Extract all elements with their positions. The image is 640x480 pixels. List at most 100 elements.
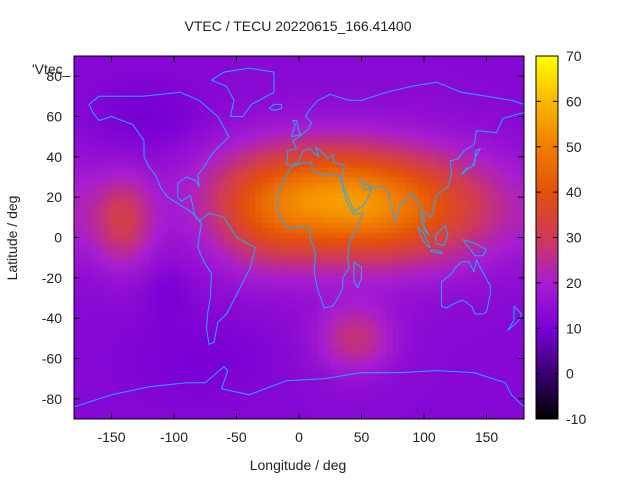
heatmap-cell bbox=[299, 388, 306, 395]
heatmap-cell bbox=[267, 252, 275, 259]
heatmap-cell bbox=[474, 262, 481, 269]
heatmap-cell bbox=[299, 71, 306, 77]
heatmap-cell bbox=[499, 328, 506, 334]
heatmap-cell bbox=[430, 222, 438, 229]
heatmap-cell bbox=[474, 287, 481, 294]
heatmap-cell bbox=[86, 217, 94, 223]
heatmap-cell bbox=[380, 111, 388, 118]
heatmap-cell bbox=[117, 303, 125, 309]
heatmap-cell bbox=[249, 227, 256, 234]
heatmap-cell bbox=[224, 252, 231, 259]
heatmap-cell bbox=[224, 363, 231, 370]
heatmap-cell bbox=[86, 328, 94, 334]
heatmap-cell bbox=[199, 232, 206, 239]
heatmap-cell bbox=[430, 177, 438, 183]
heatmap-cell bbox=[217, 187, 225, 193]
heatmap-cell bbox=[442, 146, 450, 153]
heatmap-cell bbox=[274, 323, 281, 329]
heatmap-cell bbox=[492, 126, 500, 133]
heatmap-cell bbox=[199, 146, 206, 153]
heatmap-cell bbox=[124, 91, 131, 97]
heatmap-cell bbox=[499, 66, 506, 72]
heatmap-cell bbox=[274, 313, 281, 319]
heatmap-cell bbox=[111, 242, 119, 249]
heatmap-cell bbox=[80, 161, 88, 168]
heatmap-cell bbox=[174, 146, 181, 153]
heatmap-cell bbox=[117, 101, 125, 108]
heatmap-cell bbox=[105, 373, 113, 380]
heatmap-cell bbox=[392, 313, 400, 319]
heatmap-cell bbox=[92, 338, 100, 344]
heatmap-cell bbox=[211, 217, 219, 223]
heatmap-cell bbox=[192, 146, 200, 153]
heatmap-cell bbox=[430, 398, 438, 405]
heatmap-cell bbox=[111, 171, 119, 178]
heatmap-cell bbox=[230, 413, 238, 419]
heatmap-cell bbox=[111, 192, 119, 198]
heatmap-cell bbox=[74, 222, 81, 229]
heatmap-cell bbox=[117, 151, 125, 158]
heatmap-cell bbox=[305, 166, 313, 173]
heatmap-cell bbox=[74, 328, 81, 334]
heatmap-cell bbox=[274, 358, 281, 365]
heatmap-cell bbox=[424, 126, 431, 133]
heatmap-cell bbox=[430, 343, 438, 350]
heatmap-cell bbox=[230, 156, 238, 163]
heatmap-cell bbox=[461, 282, 469, 289]
heatmap-cell bbox=[280, 61, 288, 67]
heatmap-cell bbox=[411, 247, 419, 254]
heatmap-cell bbox=[230, 398, 238, 405]
heatmap-cell bbox=[186, 333, 194, 339]
heatmap-cell bbox=[211, 207, 219, 213]
heatmap-cell bbox=[255, 298, 263, 304]
heatmap-cell bbox=[180, 298, 188, 304]
heatmap-cell bbox=[224, 197, 231, 203]
heatmap-cell bbox=[449, 282, 456, 289]
heatmap-cell bbox=[255, 86, 263, 92]
heatmap-cell bbox=[505, 403, 513, 410]
heatmap-cell bbox=[180, 111, 188, 118]
heatmap-cell bbox=[392, 86, 400, 92]
heatmap-cell bbox=[192, 373, 200, 380]
heatmap-cell bbox=[449, 177, 456, 183]
heatmap-cell bbox=[305, 202, 313, 208]
heatmap-cell bbox=[392, 151, 400, 158]
heatmap-cell bbox=[99, 71, 106, 77]
heatmap-cell bbox=[242, 393, 250, 400]
heatmap-cell bbox=[161, 202, 169, 208]
heatmap-cell bbox=[280, 373, 288, 380]
heatmap-cell bbox=[174, 358, 181, 365]
heatmap-cell bbox=[499, 136, 506, 143]
heatmap-cell bbox=[224, 161, 231, 168]
heatmap-cell bbox=[305, 323, 313, 329]
heatmap-cell bbox=[217, 338, 225, 344]
heatmap-cell bbox=[86, 262, 94, 269]
heatmap-cell bbox=[399, 252, 406, 259]
heatmap-cell bbox=[236, 398, 244, 405]
heatmap-cell bbox=[461, 408, 469, 415]
heatmap-cell bbox=[380, 282, 388, 289]
heatmap-cell bbox=[311, 318, 319, 324]
heatmap-cell bbox=[486, 222, 494, 229]
heatmap-cell bbox=[355, 106, 363, 113]
heatmap-cell bbox=[92, 171, 100, 178]
heatmap-cell bbox=[367, 262, 375, 269]
heatmap-cell bbox=[430, 207, 438, 213]
heatmap-cell bbox=[167, 393, 175, 400]
heatmap-cell bbox=[92, 121, 100, 128]
heatmap-cell bbox=[305, 161, 313, 168]
heatmap-cell bbox=[442, 61, 450, 67]
heatmap-cell bbox=[342, 282, 350, 289]
heatmap-cell bbox=[505, 383, 513, 390]
heatmap-cell bbox=[280, 252, 288, 259]
heatmap-cell bbox=[455, 222, 463, 229]
heatmap-cell bbox=[361, 363, 369, 370]
heatmap-cell bbox=[505, 378, 513, 385]
heatmap-cell bbox=[167, 227, 175, 234]
heatmap-cell bbox=[92, 207, 100, 213]
heatmap-cell bbox=[286, 333, 294, 339]
heatmap-cell bbox=[424, 398, 431, 405]
heatmap-cell bbox=[149, 368, 156, 375]
heatmap-cell bbox=[492, 212, 500, 218]
heatmap-cell bbox=[405, 398, 413, 405]
